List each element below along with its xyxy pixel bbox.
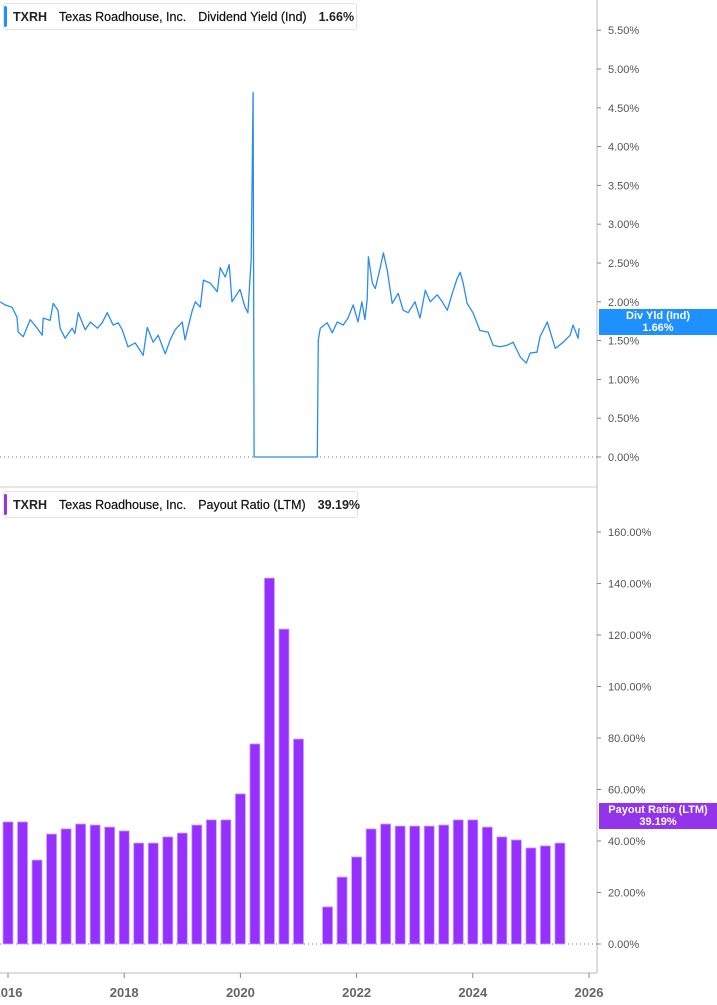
y-tick-label: 0.00%: [608, 452, 639, 464]
legend-metric: Payout Ratio (LTM): [198, 497, 306, 512]
y-tick-label: 100.00%: [608, 682, 652, 694]
y-tick-label: 5.50%: [608, 25, 639, 37]
payout-bar: [365, 828, 377, 945]
y-tick-label: 120.00%: [608, 630, 652, 642]
x-tick-label: 2024: [458, 985, 488, 1000]
payout-bar: [133, 842, 145, 945]
payout-bar: [467, 819, 479, 945]
payout-bar: [452, 819, 464, 945]
payout-bar: [89, 824, 101, 945]
payout-bar: [249, 743, 261, 945]
payout-bar: [336, 876, 348, 945]
payout-bar: [322, 906, 333, 945]
payout-bar: [234, 793, 246, 945]
y-tick-label: 4.50%: [608, 103, 639, 115]
y-tick-label: 0.50%: [608, 413, 639, 425]
payout-bar: [423, 825, 435, 945]
y-tick-label: 60.00%: [608, 785, 646, 797]
y-tick-label: 4.00%: [608, 142, 639, 154]
payout-bar: [191, 824, 203, 945]
yield-value-callout: Div Yld (Ind) 1.66%: [599, 309, 717, 335]
legend-value: 39.19%: [317, 497, 361, 512]
payout-bar: [525, 847, 537, 945]
bottom-legend: TXRH Texas Roadhouse, Inc. Payout Ratio …: [3, 491, 361, 518]
top-legend: TXRH Texas Roadhouse, Inc. Dividend Yiel…: [3, 3, 357, 30]
y-tick-label: 80.00%: [608, 733, 646, 745]
payout-bar: [60, 828, 72, 945]
payout-bar: [380, 823, 392, 945]
payout-bar: [162, 836, 174, 945]
x-tick-label: 2020: [226, 985, 255, 1000]
dividend-yield-line: [0, 91, 580, 458]
legend-company: Texas Roadhouse, Inc.: [59, 9, 187, 24]
payout-bar: [176, 832, 188, 945]
payout-bar: [394, 825, 406, 945]
payout-bar: [17, 821, 28, 945]
y-tick-label: 1.50%: [608, 336, 639, 348]
x-tick-label: 2016: [0, 985, 22, 1000]
x-tick-label: 2026: [575, 985, 604, 1000]
y-tick-label: 2.50%: [608, 258, 639, 270]
callout-value: 1.66%: [642, 322, 674, 334]
payout-bar: [409, 825, 421, 945]
y-tick-label: 3.50%: [608, 180, 639, 192]
x-tick-label: 2018: [110, 985, 139, 1000]
legend-ticker: TXRH: [13, 9, 48, 24]
legend-ticker: TXRH: [13, 497, 48, 512]
payout-bar: [293, 738, 304, 945]
payout-bar: [205, 819, 217, 945]
payout-bar: [481, 826, 493, 945]
x-tick-label: 2022: [342, 985, 371, 1000]
y-tick-label: 3.00%: [608, 219, 639, 231]
y-tick-label: 0.00%: [608, 939, 639, 951]
callout-label: Payout Ratio (LTM): [608, 804, 708, 816]
payout-bar: [510, 839, 522, 945]
payout-value-callout: Payout Ratio (LTM) 39.19%: [599, 803, 717, 829]
y-tick-label: 40.00%: [608, 836, 646, 848]
legend-value: 1.66%: [318, 9, 355, 24]
payout-bar: [540, 845, 551, 945]
payout-bar: [278, 628, 290, 945]
payout-bar: [2, 821, 14, 945]
callout-value: 39.19%: [639, 816, 677, 828]
payout-bar: [46, 833, 57, 945]
payout-bar: [118, 830, 130, 945]
payout-bar: [220, 819, 232, 945]
payout-bar: [75, 823, 87, 945]
legend-metric: Dividend Yield (Ind): [198, 9, 307, 24]
y-tick-label: 140.00%: [608, 579, 652, 591]
legend-company: Texas Roadhouse, Inc.: [59, 497, 187, 512]
payout-bar: [264, 577, 275, 945]
y-tick-label: 20.00%: [608, 888, 646, 900]
series-color-marker: [4, 6, 7, 27]
y-tick-label: 1.00%: [608, 374, 639, 386]
y-tick-label: 2.00%: [608, 297, 639, 309]
callout-label: Div Yld (Ind): [626, 310, 690, 322]
payout-bar: [147, 842, 159, 945]
y-tick-label: 5.00%: [608, 64, 639, 76]
payout-bar: [438, 824, 450, 945]
payout-bar: [496, 836, 508, 945]
y-tick-label: 160.00%: [608, 527, 652, 539]
payout-bar: [351, 856, 363, 945]
series-color-marker: [4, 494, 7, 515]
payout-bar: [104, 826, 116, 945]
payout-bar: [31, 859, 43, 945]
payout-bar: [554, 842, 566, 945]
